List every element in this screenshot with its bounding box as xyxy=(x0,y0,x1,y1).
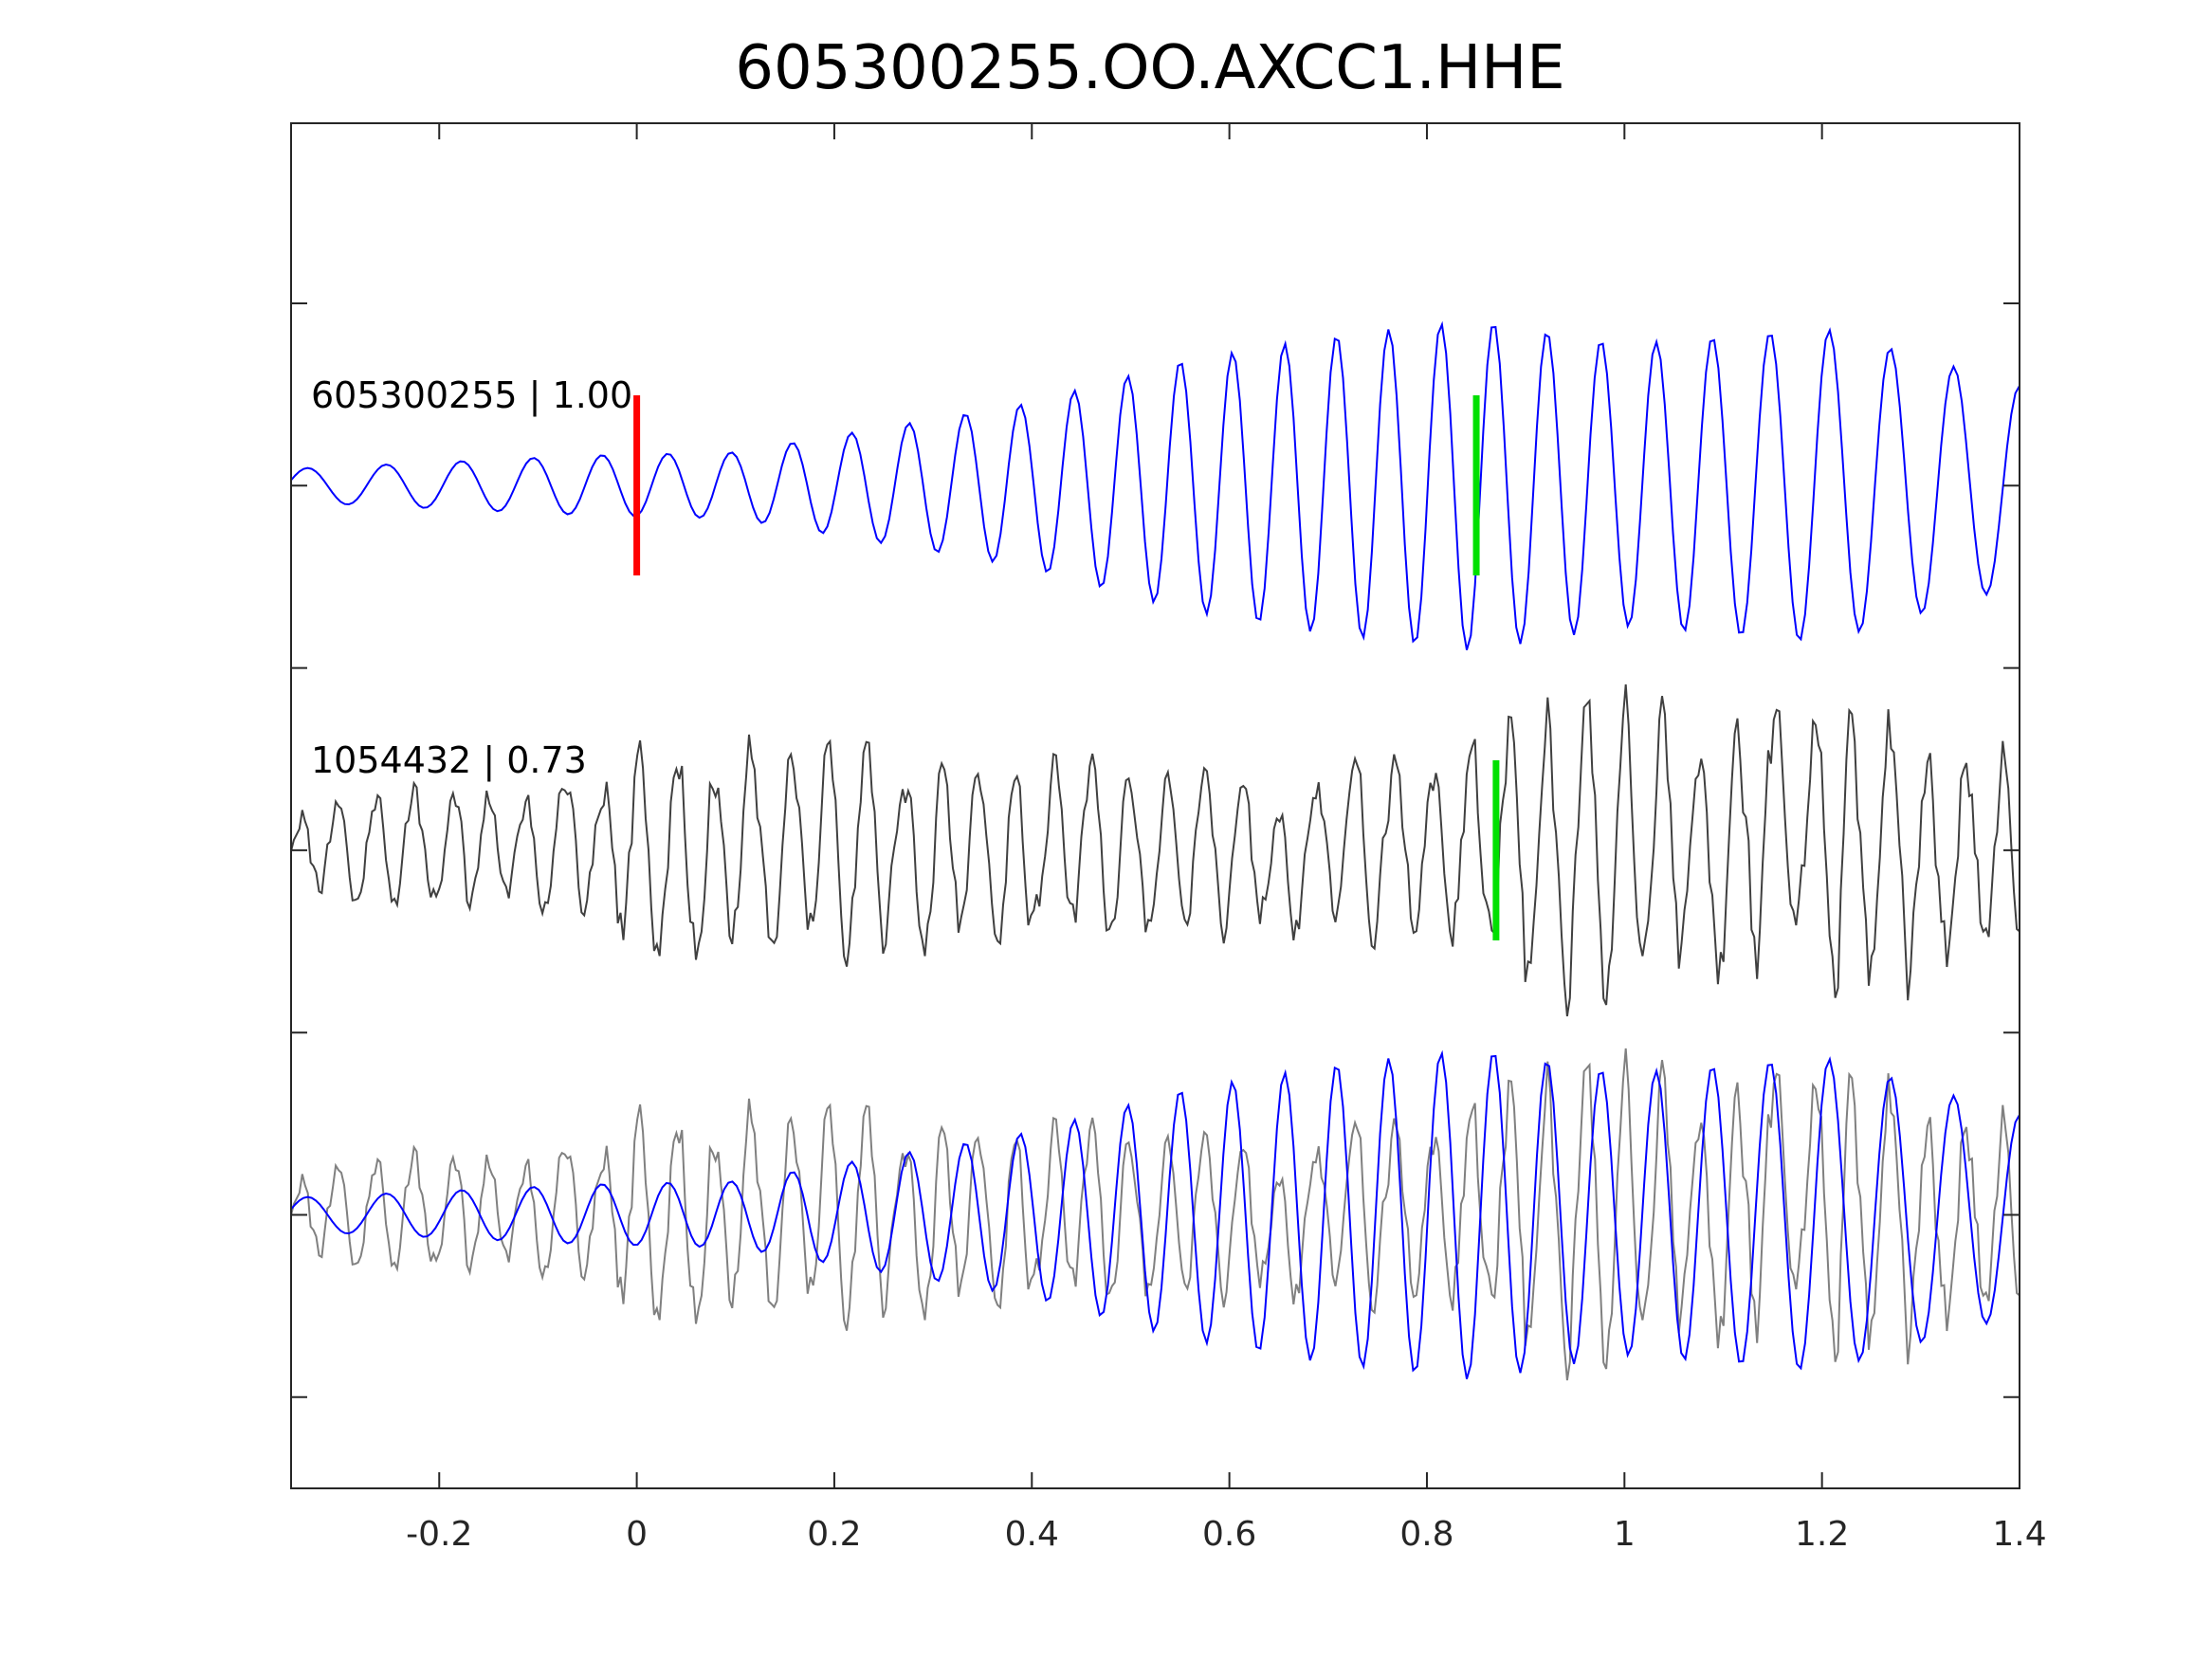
x-axis-tick-labels: -0.2 0 0.2 0.4 0.6 0.8 1 1.2 1.4 xyxy=(406,1515,2047,1554)
plot-area: 605300255 | 1.00 1054432 | 0.73 xyxy=(290,320,2020,1381)
x-tick-label: 0.6 xyxy=(1202,1515,1256,1554)
x-tick-label: 0 xyxy=(626,1515,648,1554)
x-tick-label: 1 xyxy=(1614,1515,1636,1554)
x-tick-label: 1.4 xyxy=(1992,1515,2046,1554)
axis-ticks xyxy=(291,123,2020,1488)
axes-frame xyxy=(290,122,2020,1489)
overlay-template-trace xyxy=(290,1049,2020,1379)
detected-trace xyxy=(290,684,2020,1017)
x-tick-label: 1.2 xyxy=(1795,1515,1849,1554)
x-tick-label: 0.4 xyxy=(1005,1515,1059,1554)
chart-title: 605300255.OO.AXCC1.HHE xyxy=(735,33,1564,103)
trace-label-template: 605300255 | 1.00 xyxy=(311,374,632,417)
x-tick-label: 0.8 xyxy=(1399,1515,1453,1554)
x-tick-label: 0.2 xyxy=(807,1515,861,1554)
x-tick-label: -0.2 xyxy=(406,1515,472,1554)
trace-label-detection: 1054432 | 0.73 xyxy=(311,739,587,782)
overlay-detected-trace xyxy=(290,1048,2020,1381)
template-trace xyxy=(290,320,2020,650)
